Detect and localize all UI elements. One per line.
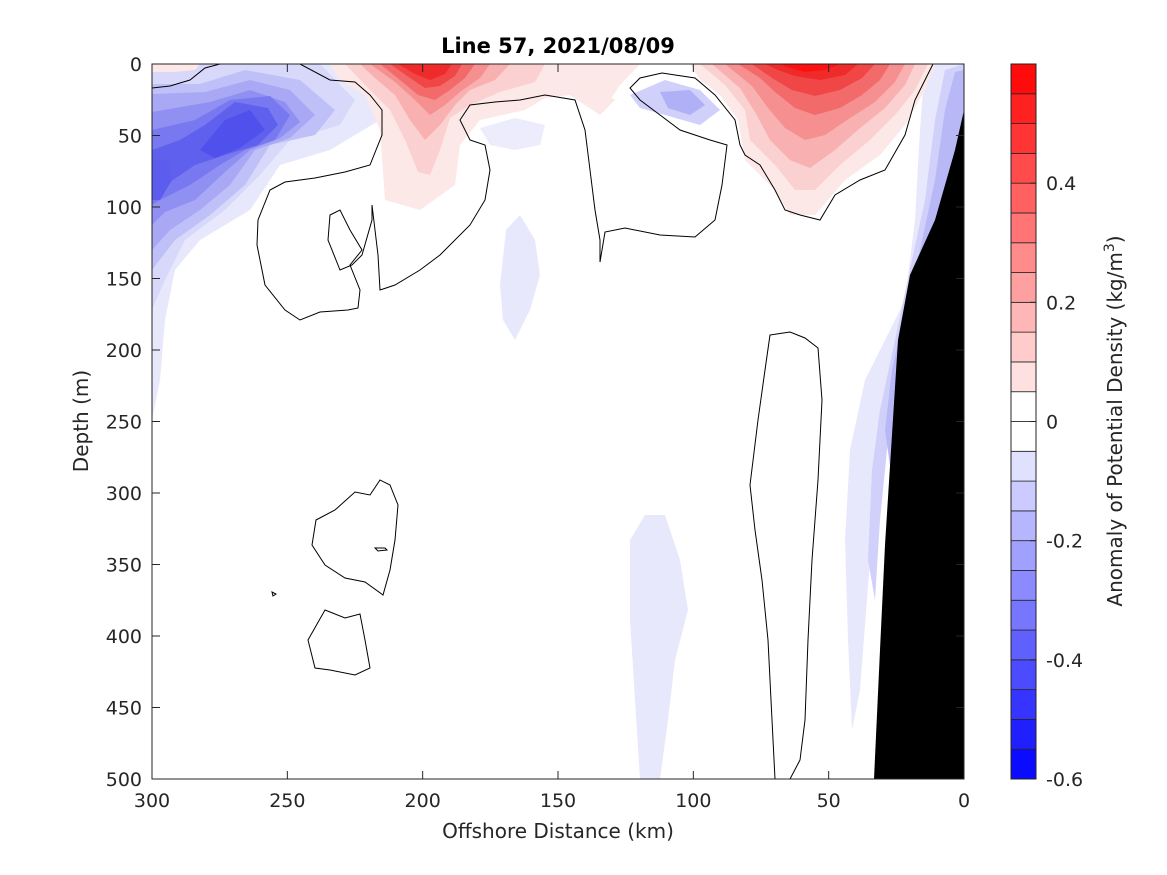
colorbar-axis: -0.6 -0.4 -0.2 0 0.2 0.4 [1030,173,1083,791]
colorbar-level [1010,93,1037,124]
colorbar-level [1010,689,1037,720]
colorbar-tick-label: 0.2 [1046,292,1076,314]
colorbar-tick-label: 0.4 [1046,173,1076,195]
colorbar-level [1010,421,1037,452]
y-tick-label: 450 [106,698,142,720]
colorbar-level [1010,450,1037,482]
colorbar-level [1010,510,1037,542]
colorbar-tick-label: -0.6 [1046,769,1083,791]
y-tick-label: 150 [106,269,142,291]
y-tick-label: 0 [130,54,142,76]
colorbar-level [1010,719,1037,750]
y-tick-label: 250 [106,412,142,434]
x-tick-label: 250 [269,790,305,812]
colorbar-level [1010,301,1037,333]
colorbar-level [1010,242,1037,273]
chart-title: Line 57, 2021/08/09 [441,34,675,58]
colorbar-level [1010,331,1037,363]
y-axis-label: Depth (m) [69,370,93,472]
colorbar-tick-label: -0.4 [1046,650,1083,672]
y-tick-label: 200 [106,340,142,362]
colorbar-level [1010,123,1037,154]
y-tick-label: 100 [106,197,142,219]
x-tick-label: 50 [817,790,841,812]
plot-area [152,64,964,779]
y-tick-label: 500 [106,769,142,791]
x-tick-label: 300 [134,790,170,812]
colorbar-tick-label: -0.2 [1046,531,1083,553]
x-tick-label: 0 [958,790,970,812]
colorbar-level [1010,272,1037,303]
colorbar-level [1010,570,1037,601]
y-tick-label: 300 [106,483,142,505]
colorbar-level [1010,540,1037,571]
colorbar-level [1010,361,1037,393]
colorbar-level [1010,599,1037,631]
colorbar-level [1010,391,1037,422]
negative-anomaly-region-left [152,64,380,420]
y-tick-label: 400 [106,626,142,648]
positive-anomaly-region-left [330,64,640,210]
colorbar-level [1010,629,1037,661]
y-tick-label: 50 [118,126,142,148]
colorbar-level [1010,63,1037,95]
colorbar-label: Anomaly of Potential Density (kg/m3) [1102,235,1127,606]
x-axis-label: Offshore Distance (km) [442,819,674,843]
x-axis: 300 250 200 150 100 50 0 [134,64,970,812]
zero-contours [152,64,934,779]
colorbar-tick-label: 0 [1046,412,1058,434]
colorbar-level [1010,152,1037,184]
x-tick-label: 200 [405,790,441,812]
positive-anomaly-region-right [690,64,935,215]
colorbar-level [1010,659,1037,691]
y-axis: 0 50 100 150 200 250 300 350 400 450 500 [106,54,964,791]
x-tick-label: 150 [540,790,576,812]
bathymetry [874,110,964,779]
negative-anomaly-region-center [480,80,720,779]
colorbar-level [1010,748,1037,780]
y-tick-label: 350 [106,555,142,577]
x-tick-label: 100 [675,790,711,812]
colorbar-level [1010,212,1037,244]
positive-anomaly-region-small [152,64,615,172]
colorbar-level [1010,182,1037,214]
colorbar [1010,63,1037,780]
colorbar-level [1010,480,1037,512]
